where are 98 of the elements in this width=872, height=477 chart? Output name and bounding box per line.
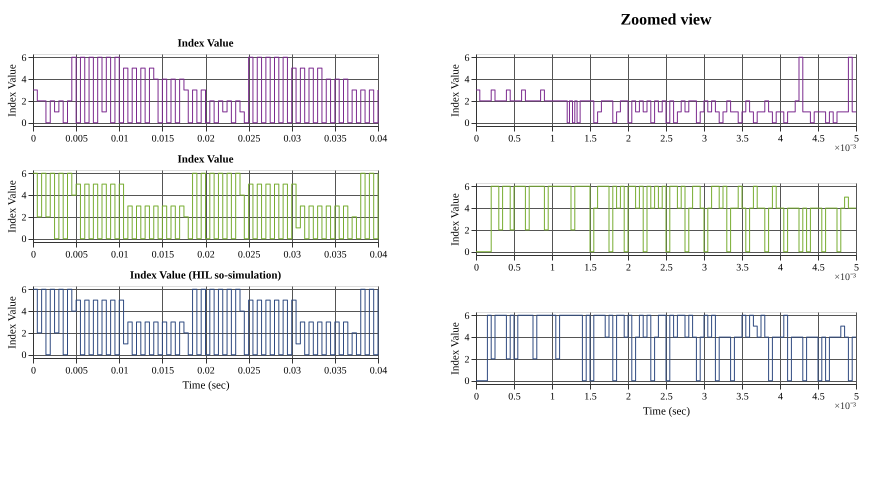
x-tick-label: 3: [702, 392, 707, 402]
x-tick-label: 0.01: [111, 366, 128, 376]
x-tick-label: 1.5: [584, 134, 597, 144]
x-tick-label: 0.03: [284, 366, 301, 376]
x-tick-label: 3.5: [736, 134, 749, 144]
x-tick-label: 3: [702, 134, 707, 144]
y-tick-label: 4: [464, 204, 470, 215]
y-tick-label: 2: [464, 354, 470, 366]
x-tick-label: 3: [702, 262, 707, 274]
x-tick-label: 2.5: [660, 392, 673, 402]
text: ×10⁻³: [834, 143, 856, 154]
y-tick-label: 2: [464, 96, 470, 108]
text: ×10⁻³: [834, 272, 856, 283]
x-tick-label: 0: [474, 262, 479, 274]
x-tick-label: 0.5: [508, 392, 521, 402]
x-tick-label: 1: [550, 134, 555, 144]
x-tick-label: 0.01: [111, 134, 128, 144]
x-tick-label: 0.015: [152, 366, 174, 376]
x-tick-label: 0.035: [324, 366, 347, 376]
y-tick-label: 4: [464, 332, 470, 344]
y-tick-label: 2: [464, 225, 470, 236]
x-tick-label: 5: [854, 262, 859, 274]
y-tick-label: 6: [464, 52, 470, 64]
y-tick-label: 6: [22, 168, 26, 180]
y-tick-label: 0: [464, 376, 470, 388]
x-tick-label: 0.015: [152, 250, 174, 260]
x-tick-label: 0: [474, 134, 479, 144]
chart-title: Index Value (HIL so-simulation): [130, 269, 282, 282]
y-tick-label: 4: [464, 74, 470, 86]
y-tick-label: 6: [464, 310, 470, 322]
x-tick-label: 0.005: [65, 134, 88, 144]
x-axis-title: Time (sec): [182, 380, 230, 392]
y-axis-title: Index Value: [6, 180, 18, 233]
x-tick-label: 1.5: [584, 392, 597, 402]
y-tick-label: 2: [22, 212, 26, 224]
x-tick-label: 2.5: [660, 262, 673, 274]
x-tick-label: 5: [854, 134, 859, 144]
y-axis-title: Index Value: [6, 64, 18, 117]
y-tick-label: 0: [22, 234, 26, 246]
x-tick-label: 4.5: [812, 392, 825, 402]
x-tick-label: 4.5: [812, 134, 825, 144]
x-tick-label: 0: [474, 392, 479, 402]
x-tick-label: 4: [778, 134, 783, 144]
x-tick-label: 4.5: [812, 262, 825, 274]
y-tick-label: 2: [22, 328, 26, 340]
x-tick-label: 0: [31, 134, 36, 144]
x-tick-label: 0.02: [197, 134, 215, 144]
x-tick-label: 0.03: [284, 250, 301, 260]
x-tick-label: 2: [626, 392, 631, 402]
x-tick-label: 0.005: [65, 366, 88, 376]
y-tick-label: 4: [22, 306, 26, 318]
x-tick-label: 0.01: [111, 250, 128, 260]
x-tick-label: 1: [550, 392, 555, 402]
x-tick-label: 0.02: [197, 250, 215, 260]
y-tick-label: 4: [22, 190, 26, 202]
x-tick-label: 5: [854, 392, 859, 402]
y-axis-title: Index Value: [450, 64, 462, 117]
chart-title: Index Value: [178, 153, 234, 166]
y-tick-label: 6: [22, 284, 26, 296]
x-tick-label: 0.5: [508, 262, 521, 274]
chart-title: Index Value: [178, 37, 234, 50]
x-tick-label: 0.005: [65, 250, 88, 260]
x-tick-label: 0.025: [238, 134, 260, 144]
x-tick-label: 4: [778, 392, 783, 402]
x-tick-label: 3.5: [736, 392, 749, 402]
x-tick-label: 0.035: [324, 250, 347, 260]
x-tick-label: 0.015: [152, 134, 174, 144]
x-tick-label: 1: [550, 262, 555, 274]
y-tick-label: 0: [464, 118, 470, 130]
chart-title: Zoomed view: [620, 11, 712, 28]
x-tick-label: 0.04: [370, 250, 388, 260]
x-tick-label: 0.025: [238, 250, 260, 260]
x-tick-label: 2.5: [660, 134, 673, 144]
x-tick-label: 0.04: [370, 366, 388, 376]
y-tick-label: 2: [22, 96, 26, 108]
y-tick-label: 0: [22, 118, 26, 130]
x-tick-label: 0: [31, 250, 36, 260]
y-tick-label: 0: [22, 350, 26, 362]
x-tick-label: 0: [31, 366, 36, 376]
x-tick-label: 0.04: [370, 134, 388, 144]
y-tick-label: 4: [22, 74, 26, 86]
x-tick-label: 2: [626, 262, 631, 274]
x-tick-label: 0.025: [238, 366, 260, 376]
x-tick-label: 0.035: [324, 134, 347, 144]
x-tick-label: 3.5: [736, 262, 749, 274]
x-tick-label: 0.5: [508, 134, 521, 144]
x-axis-title: Time (sec): [643, 406, 690, 418]
y-axis-title: Index Value: [450, 193, 462, 246]
x-tick-label: 2: [626, 134, 631, 144]
text: ×10⁻³: [834, 401, 856, 412]
y-tick-label: 6: [22, 52, 26, 64]
x-tick-label: 0.02: [197, 366, 215, 376]
y-axis-title: Index Value: [6, 296, 18, 349]
y-tick-label: 6: [464, 182, 470, 193]
y-axis-title: Index Value: [450, 322, 462, 375]
x-tick-label: 0.03: [284, 134, 301, 144]
x-tick-label: 4: [778, 262, 783, 274]
x-tick-label: 1.5: [584, 262, 597, 274]
